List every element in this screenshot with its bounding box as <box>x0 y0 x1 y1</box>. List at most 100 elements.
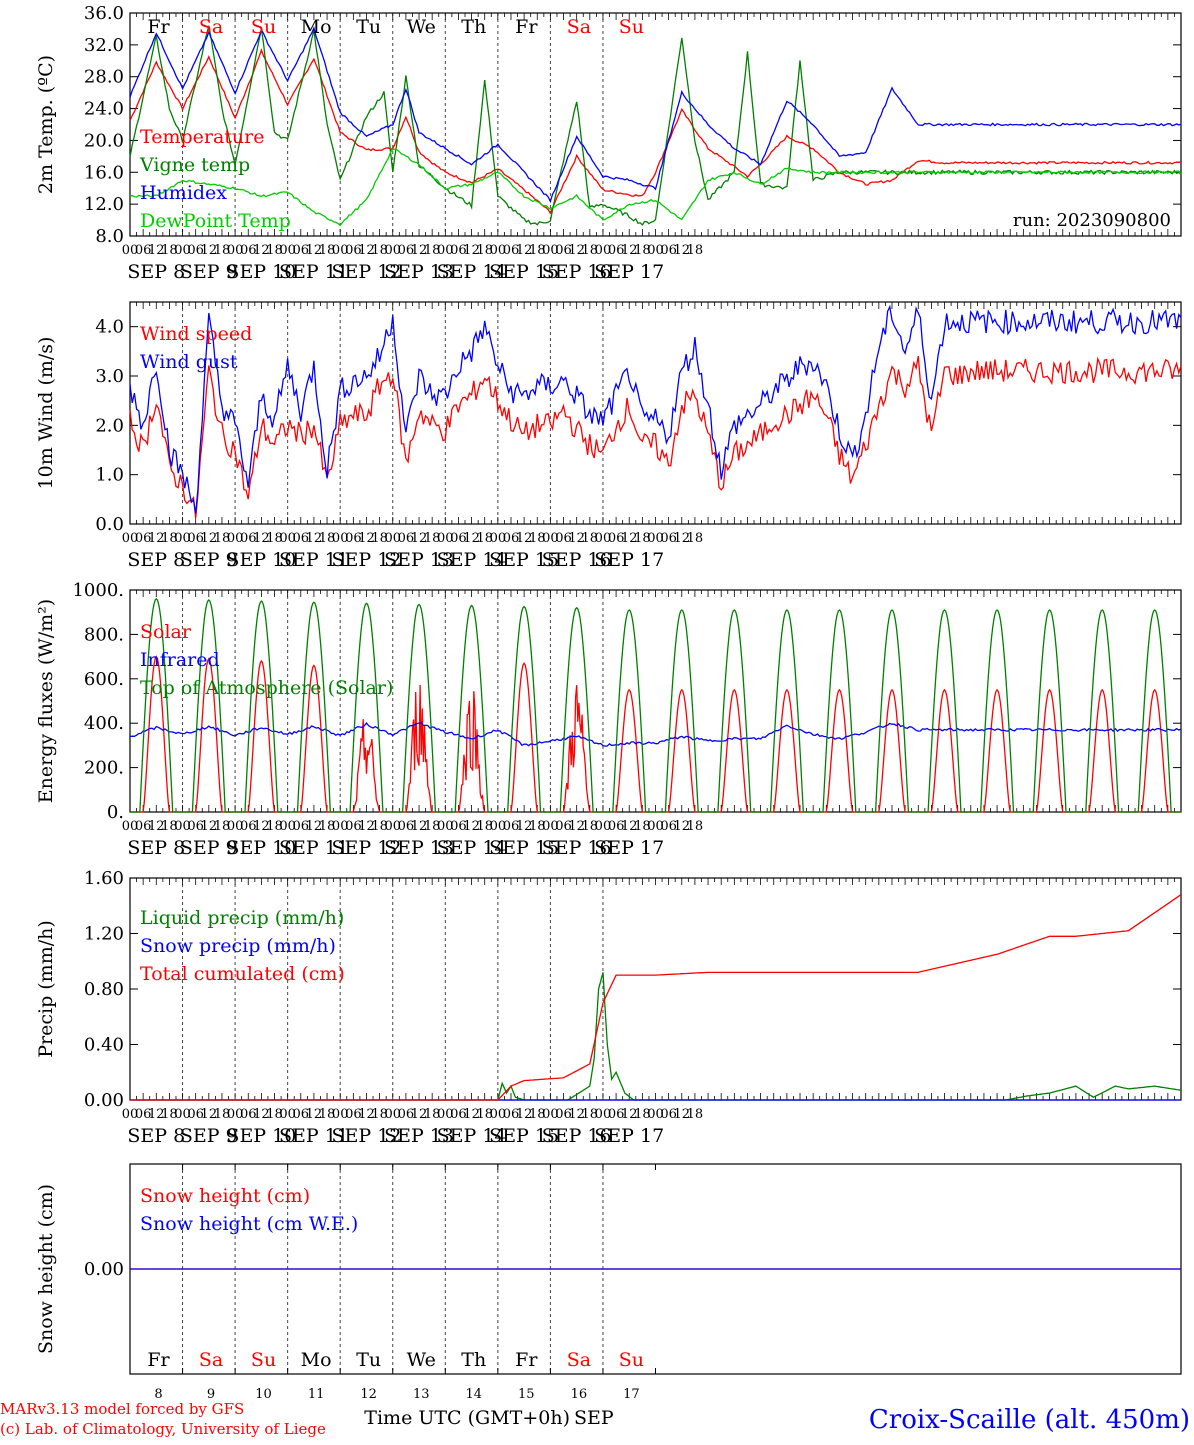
footer-lab-credit: (c) Lab. of Climatology, University of L… <box>0 1420 326 1438</box>
hour-label: 18 <box>319 1107 336 1122</box>
day-number-label: 17 <box>623 1387 640 1402</box>
series-line-top-of-atmosphere-solar- <box>130 597 1181 813</box>
y-tick-label: 24.0 <box>84 99 124 120</box>
hour-label: 12 <box>306 243 323 258</box>
day-number-label: 9 <box>207 1387 215 1402</box>
hour-label: 12 <box>358 243 375 258</box>
y-tick-label: 1000. <box>72 580 124 601</box>
y-tick-label: 8.0 <box>95 226 124 247</box>
date-label: SEP 17 <box>594 549 664 571</box>
hour-label: 18 <box>529 243 546 258</box>
y-tick-label: 36.0 <box>84 3 124 24</box>
hour-label: 00 <box>595 531 612 546</box>
hour-label: 18 <box>634 243 651 258</box>
hour-label: 00 <box>122 819 139 834</box>
hour-label: 18 <box>582 531 599 546</box>
hour-label: 12 <box>674 1107 691 1122</box>
hour-label: 00 <box>174 243 191 258</box>
x-axis-label: Time UTC (GMT+0h) <box>364 1407 570 1429</box>
hour-label: 06 <box>450 1107 467 1122</box>
day-name-label: Tu <box>356 16 381 38</box>
date-label: SEP 16 <box>542 1125 612 1147</box>
hour-label: 00 <box>122 243 139 258</box>
series-line-temperature <box>129 48 1182 215</box>
hour-label: 00 <box>279 531 296 546</box>
y-tick-label: 32.0 <box>84 35 124 56</box>
hour-label: 12 <box>463 1107 480 1122</box>
hour-label: 06 <box>345 243 362 258</box>
hour-label: 12 <box>201 1107 218 1122</box>
day-name-label: Fr <box>147 16 170 38</box>
date-label: SEP 11 <box>279 261 349 283</box>
day-number-label: 14 <box>465 1387 482 1402</box>
hour-label: 12 <box>568 243 585 258</box>
date-label: SEP 12 <box>332 1125 402 1147</box>
hour-label: 00 <box>227 819 244 834</box>
series-line-wind-gust <box>129 304 1182 514</box>
date-label: SEP 15 <box>489 837 559 859</box>
hour-label: 06 <box>555 819 572 834</box>
panel-4: 0006121800061218000612180006121800061218… <box>35 868 1182 1147</box>
date-label: SEP 14 <box>437 837 507 859</box>
hour-label: 00 <box>174 1107 191 1122</box>
legend-entry: Vigne temp <box>139 154 250 176</box>
legend-entry: Snow height (cm) <box>140 1185 310 1207</box>
hour-label: 12 <box>516 819 533 834</box>
hour-label: 12 <box>306 1107 323 1122</box>
hour-label: 06 <box>240 1107 257 1122</box>
day-name-label-bottom: Su <box>251 1349 276 1371</box>
hour-label: 00 <box>279 1107 296 1122</box>
hour-label: 00 <box>490 1107 507 1122</box>
legend-entry: Liquid precip (mm/h) <box>140 907 344 929</box>
hour-label: 06 <box>660 531 677 546</box>
hour-label: 00 <box>332 243 349 258</box>
hour-label: 00 <box>227 1107 244 1122</box>
day-name-label: Su <box>619 16 644 38</box>
hour-label: 18 <box>529 531 546 546</box>
hour-label: 12 <box>358 531 375 546</box>
date-label: SEP 10 <box>226 837 296 859</box>
y-tick-label: 1.20 <box>84 924 124 945</box>
date-label: SEP 10 <box>226 1125 296 1147</box>
hour-label: 06 <box>608 243 625 258</box>
hour-label: 06 <box>555 531 572 546</box>
hour-label: 18 <box>424 1107 441 1122</box>
legend-entry: Temperature <box>140 126 264 148</box>
hour-label: 18 <box>214 243 231 258</box>
day-name-label: Th <box>461 16 486 38</box>
hour-label: 12 <box>253 1107 270 1122</box>
day-name-label-bottom: Sa <box>567 1349 591 1371</box>
hour-label: 00 <box>227 531 244 546</box>
y-tick-label: 1.0 <box>95 465 124 486</box>
series-line-total-cumulated-cm- <box>130 894 1182 1101</box>
hour-label: 06 <box>608 1107 625 1122</box>
hour-label: 18 <box>161 243 178 258</box>
hour-label: 00 <box>647 819 664 834</box>
hour-label: 12 <box>201 531 218 546</box>
hour-label: 00 <box>490 243 507 258</box>
station-name: Croix-Scaille (alt. 450m) <box>869 1405 1190 1435</box>
hour-label: 18 <box>634 819 651 834</box>
hour-label: 12 <box>463 531 480 546</box>
hour-label: 12 <box>253 243 270 258</box>
hour-label: 18 <box>266 1107 283 1122</box>
hour-label: 18 <box>634 531 651 546</box>
legend-entry: Snow height (cm W.E.) <box>140 1213 358 1235</box>
hour-label: 12 <box>674 531 691 546</box>
hour-label: 00 <box>384 531 401 546</box>
legend-entry: Top of Atmosphere (Solar) <box>140 677 393 699</box>
hour-label: 00 <box>595 243 612 258</box>
y-tick-label: 400. <box>84 713 124 734</box>
hour-label: 06 <box>450 243 467 258</box>
hour-label: 12 <box>148 1107 165 1122</box>
hour-label: 06 <box>293 531 310 546</box>
hour-label: 18 <box>529 1107 546 1122</box>
date-label: SEP 12 <box>332 549 402 571</box>
y-tick-label: 4.0 <box>95 317 124 338</box>
hour-label: 12 <box>516 531 533 546</box>
hour-label: 06 <box>660 243 677 258</box>
y-tick-label: 800. <box>84 624 124 645</box>
hour-label: 06 <box>135 243 152 258</box>
hour-label: 12 <box>148 243 165 258</box>
footer-model-credit: MARv3.13 model forced by GFS <box>0 1400 244 1418</box>
